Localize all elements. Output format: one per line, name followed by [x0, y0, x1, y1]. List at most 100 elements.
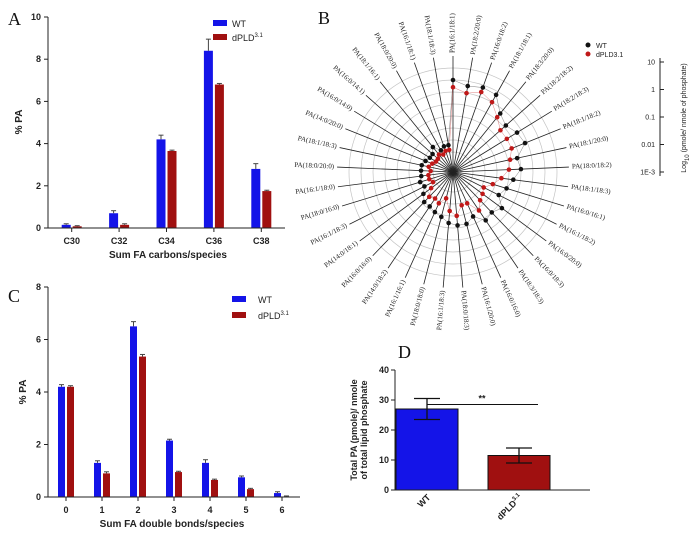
panel-b-dot-wt	[430, 151, 435, 157]
a-y-tick-label: 0	[36, 223, 41, 233]
panel-b-spoke	[337, 166, 454, 173]
panel-b-spoke	[452, 110, 552, 173]
panel-b-spoke-label: PA(18:1/20:0)	[568, 134, 609, 150]
panel-b-scale-ticks: 10 1 0.1 0.01 1E-3	[640, 60, 664, 177]
panel-b-spoke-label: PA(18:0/20:0)	[294, 161, 335, 171]
panel-d-y-tick-label: 10	[379, 455, 389, 465]
a-bar-wt	[203, 50, 213, 229]
panel-c-bars	[58, 321, 290, 497]
panel-b-dot-wt	[421, 199, 427, 205]
panel-b-spoke-label: PA(16:0/16:1)	[566, 203, 607, 223]
c-x-tick-label: 4	[207, 505, 212, 515]
panel-b-spoke-label: PA(18:1/16:1)	[350, 46, 382, 83]
panel-b-spoke	[345, 128, 454, 173]
panel-c-legend-dpld-label: dPLD3.1	[258, 311, 290, 321]
panel-b-spoke	[423, 171, 454, 285]
panel-b-spoke	[452, 128, 561, 173]
panel-d-significance-label: **	[478, 394, 486, 404]
c-bar-wt	[202, 462, 209, 497]
a-x-tick-label: C32	[111, 236, 128, 246]
panel-b-dot-dpld	[498, 127, 503, 133]
panel-b-spoke	[337, 171, 454, 188]
c-y-tick-label: 0	[36, 492, 41, 502]
panel-b-scale-tick-label: 10	[647, 60, 655, 67]
panel-a: A 0 2 4 6 8 10 C30 C32 C34 C36 C38 % PA Sum FA ca…	[8, 9, 285, 261]
a-bar-wt	[156, 139, 166, 228]
panel-b-dot-dpld	[428, 168, 433, 174]
panel-c-y-label: % PA	[18, 380, 29, 405]
panel-c-legend-wt-swatch	[232, 296, 246, 302]
c-bar-wt	[130, 326, 137, 497]
c-y-tick-label: 6	[36, 335, 41, 345]
panel-b-dot-wt	[441, 144, 447, 149]
panel-b-spoke-label: PA(16:1/18:1)	[449, 13, 457, 53]
panel-b-scale-title: Log10 (pmole/ nmole of phosphate)	[681, 63, 691, 172]
c-bar-wt	[166, 440, 173, 497]
panel-b-dot-wt	[496, 192, 502, 198]
panel-b-spoke	[452, 95, 541, 173]
panel-b-dot-wt	[427, 155, 433, 161]
panel-b-dot-wt	[418, 173, 424, 179]
panel-b-dot-dpld	[476, 208, 482, 213]
panel-b-dot-dpld	[478, 89, 484, 95]
panel-b-spoke-label: PA(18:3/20:0)	[524, 45, 556, 82]
panel-b-dot-wt	[438, 148, 444, 153]
panel-b-spoke-label: PA(16:1/18:1)	[397, 21, 418, 62]
panel-b-dot-wt	[417, 179, 423, 185]
panel-b-dot-dpld	[450, 84, 456, 90]
panel-a-y-label: % PA	[14, 110, 25, 135]
panel-d-y-tick-label: 0	[384, 485, 389, 495]
panel-b-dot-wt	[446, 220, 451, 226]
c-x-tick-label: 6	[279, 505, 284, 515]
panel-b-spoke-label: PA(18:0/18:2)	[572, 161, 613, 171]
c-x-tick-label: 0	[63, 505, 68, 515]
panel-b-spoke	[452, 70, 510, 173]
panel-d-bars	[395, 397, 551, 491]
panel-b-dot-dpld	[432, 196, 438, 201]
panel-b-dot-dpld	[443, 148, 448, 154]
panel-b-dot-dpld	[426, 194, 432, 200]
c-bar-dpld	[139, 356, 146, 497]
panel-b-dot-dpld	[490, 181, 496, 187]
panel-b-letter: B	[318, 8, 330, 28]
c-bar-wt	[58, 386, 65, 497]
panel-b-dot-dpld	[489, 99, 495, 105]
panel-b-spoke-label: PA(18:2/18:3)	[552, 85, 591, 113]
panel-b-dot-dpld	[426, 164, 432, 170]
panel-b-spoke-label: PA(16:0/16:0)	[499, 279, 523, 319]
a-bar-dpld	[214, 84, 224, 229]
panel-a-legend-dpld-label: dPLD3.1	[232, 33, 264, 43]
panel-b-dot-dpld	[459, 202, 464, 208]
panel-b-dot-dpld	[504, 136, 510, 142]
panel-b-spoke	[452, 171, 547, 242]
panel-b-dot-dpld	[440, 152, 446, 157]
panel-a-legend-wt-label: WT	[232, 19, 246, 29]
c-x-tick-label: 2	[135, 505, 140, 515]
panel-b-dot-dpld	[430, 179, 436, 185]
panel-b-legend-dpld-label: dPLD3.1	[596, 52, 623, 59]
panel-b-spoke	[452, 171, 569, 188]
panel-b-spoke-label: PA(16:0/18:3)	[533, 255, 567, 290]
panel-d: D 0 10 20 30 40 WT dPLD3.1 Total PA (pmole)/ …	[349, 342, 590, 522]
a-y-tick-label: 2	[36, 181, 41, 191]
a-y-tick-label: 10	[31, 12, 41, 22]
panel-b-spoke-label: PA(18:1/18:3)	[423, 15, 438, 56]
panel-d-letter: D	[398, 342, 411, 362]
c-bar-dpld	[103, 473, 110, 497]
panel-b-dot-wt	[439, 214, 444, 220]
a-bar-dpld	[72, 226, 82, 228]
c-bar-wt	[238, 477, 245, 497]
panel-b-spoke-label: PA(14:0/20:0)	[304, 109, 345, 132]
c-y-tick-label: 8	[36, 282, 41, 292]
panel-b-spoke-label: PA(14:0/18:2)	[360, 268, 389, 306]
panel-b-dot-wt	[518, 166, 524, 172]
panel-d-significance: **	[427, 394, 538, 405]
panel-b-dot-dpld	[507, 157, 513, 162]
panel-b-legend-wt-label: WT	[596, 43, 608, 50]
a-x-tick-label: C38	[253, 236, 270, 246]
panel-b-dot-dpld	[443, 196, 449, 201]
panel-b-dot-wt	[489, 210, 495, 215]
panel-b-spoke-label: PA(16:1/18:0)	[295, 183, 336, 196]
panel-d-y-tick-label: 30	[379, 395, 389, 405]
panel-b-spoke-label: PA(14:0/18:1)	[323, 239, 360, 269]
